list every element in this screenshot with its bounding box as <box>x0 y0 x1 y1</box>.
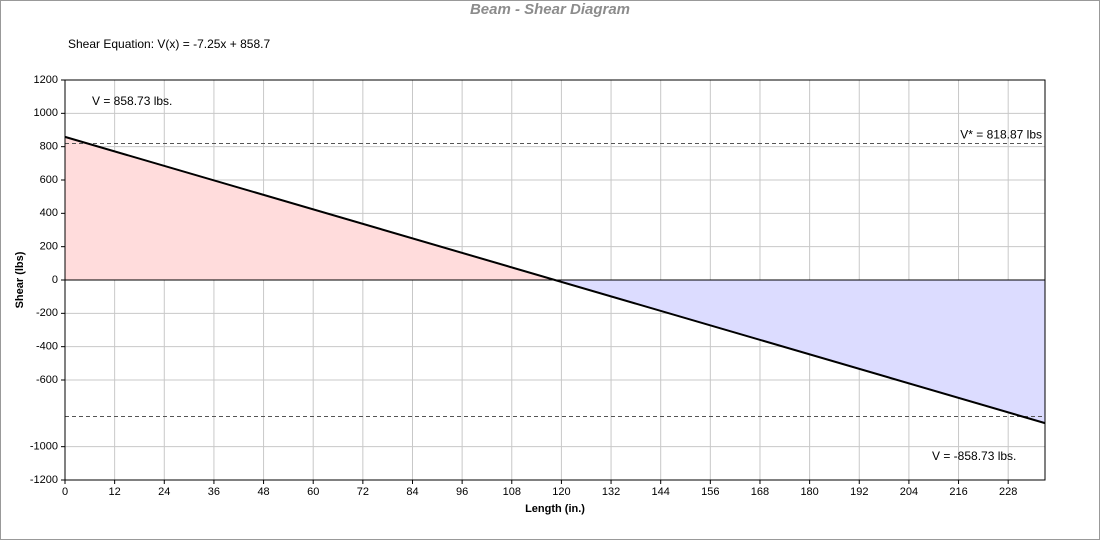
x-tick-label: 12 <box>109 486 121 498</box>
chart-title: Beam - Shear Diagram <box>470 1 630 18</box>
x-tick-label: 60 <box>307 486 319 498</box>
x-tick-label: 84 <box>406 486 418 498</box>
y-tick-label: 200 <box>40 241 58 253</box>
x-tick-label: 204 <box>900 486 918 498</box>
x-tick-label: 216 <box>949 486 967 498</box>
x-tick-label: 168 <box>751 486 769 498</box>
annotation: V = -858.73 lbs. <box>932 449 1016 463</box>
x-tick-label: 36 <box>208 486 220 498</box>
y-tick-label: 800 <box>40 141 58 153</box>
y-tick-label: 0 <box>52 274 58 286</box>
x-tick-label: 96 <box>456 486 468 498</box>
x-tick-label: 48 <box>257 486 269 498</box>
y-tick-label: 1200 <box>34 74 58 86</box>
x-tick-label: 108 <box>503 486 521 498</box>
x-tick-label: 120 <box>552 486 570 498</box>
y-tick-label: -1000 <box>30 441 58 453</box>
y-tick-label: -600 <box>36 374 58 386</box>
x-axis-label: Length (in.) <box>525 503 585 515</box>
y-tick-label: 1000 <box>34 107 58 119</box>
x-tick-label: 144 <box>652 486 670 498</box>
y-tick-label: -200 <box>36 307 58 319</box>
y-tick-label: 400 <box>40 207 58 219</box>
x-tick-label: 228 <box>999 486 1017 498</box>
x-tick-label: 72 <box>357 486 369 498</box>
y-axis-label: Shear (lbs) <box>14 251 26 308</box>
positive-area <box>65 136 1045 280</box>
x-tick-label: 192 <box>850 486 868 498</box>
x-tick-label: 132 <box>602 486 620 498</box>
equation: Shear Equation: V(x) = -7.25x + 858.7 <box>68 37 270 51</box>
plot-border <box>64 79 1046 481</box>
negative-area <box>65 280 1045 424</box>
y-tick-label: 600 <box>40 174 58 186</box>
annotation: V* = 818.87 lbs <box>960 128 1042 142</box>
y-tick-label: -400 <box>36 341 58 353</box>
x-tick-label: 24 <box>158 486 170 498</box>
x-tick-label: 180 <box>800 486 818 498</box>
x-tick-label: 156 <box>701 486 719 498</box>
shear-line <box>64 135 1046 425</box>
x-tick-label: 0 <box>62 486 68 498</box>
annotation: V = 858.73 lbs. <box>92 94 172 108</box>
y-tick-label: -1200 <box>30 474 58 486</box>
